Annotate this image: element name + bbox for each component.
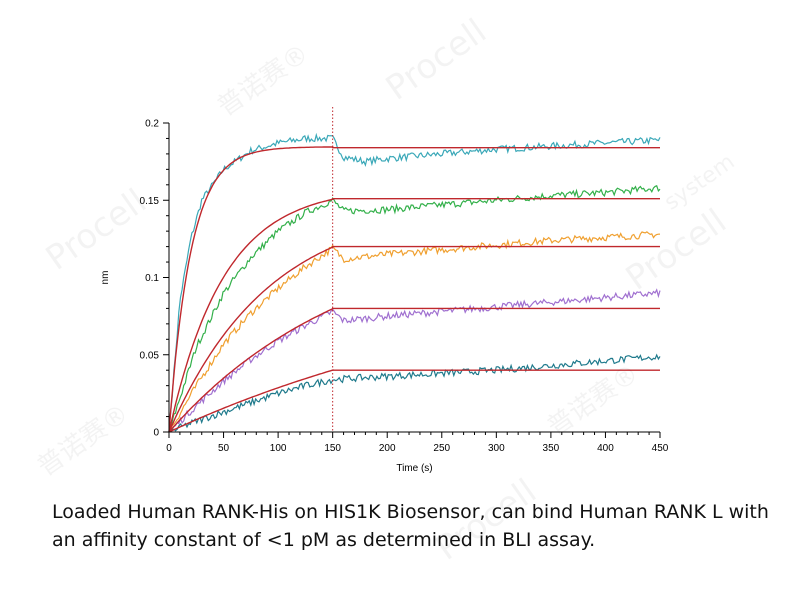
y-tick-label: 0.15 xyxy=(140,196,160,207)
data-series-2 xyxy=(168,185,661,433)
y-tick-label: 0 xyxy=(153,428,159,439)
x-tick-label: 150 xyxy=(324,443,341,454)
x-tick-label: 400 xyxy=(597,443,614,454)
x-tick-label: 100 xyxy=(270,443,287,454)
fit-curve-2 xyxy=(168,198,660,433)
fit-curve-1 xyxy=(168,146,660,433)
x-tick-label: 450 xyxy=(652,443,669,454)
caption-line-2: an affinity constant of <1 pM as determi… xyxy=(52,529,596,551)
fit-curve-5 xyxy=(168,369,660,433)
y-axis-label: nm xyxy=(100,271,111,285)
fit-curve-3 xyxy=(168,245,660,433)
x-tick-label: 300 xyxy=(488,443,505,454)
data-series-4 xyxy=(168,288,661,433)
x-tick-label: 350 xyxy=(543,443,560,454)
x-tick-label: 200 xyxy=(379,443,396,454)
fit-curve-4 xyxy=(168,307,660,433)
data-series-5 xyxy=(168,353,661,433)
x-tick-label: 0 xyxy=(166,443,172,454)
x-tick-label: 250 xyxy=(433,443,450,454)
x-axis-label: Time (s) xyxy=(396,463,432,474)
y-tick-label: 0.1 xyxy=(145,273,159,284)
data-series-1 xyxy=(168,132,661,433)
y-tick-label: 0.05 xyxy=(140,350,160,361)
x-tick-label: 50 xyxy=(218,443,230,454)
figure-caption: Loaded Human RANK-His on HIS1K Biosensor… xyxy=(52,498,797,554)
caption-line-1: Loaded Human RANK-His on HIS1K Biosensor… xyxy=(52,501,769,523)
data-series-3 xyxy=(168,231,661,433)
y-tick-label: 0.2 xyxy=(145,119,159,130)
